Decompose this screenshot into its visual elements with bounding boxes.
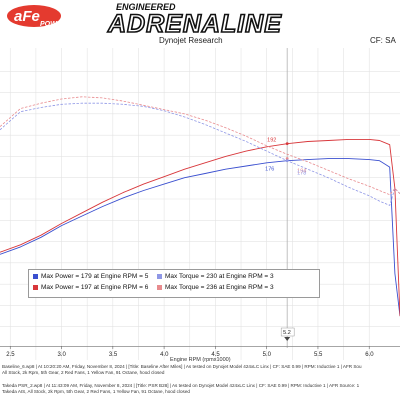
brand-title: ADRENALINE (107, 10, 282, 38)
chart-grid (0, 48, 400, 360)
cursor-pointer-icon (284, 337, 291, 341)
cursor-label-box (280, 327, 295, 337)
x-tick-label: 6.0 (365, 352, 374, 358)
legend-item-tuned-power: Max Power = 197 at Engine RPM = 6 (33, 284, 148, 291)
x-tick-label: 5.0 (263, 352, 272, 358)
legend-item-baseline-power: Max Power = 179 at Engine RPM = 5 (33, 273, 148, 280)
x-axis-label: Engine RPM (rpmx1000) (170, 357, 231, 363)
annotation-marker (285, 157, 289, 160)
series-layer (0, 96, 400, 317)
run-info-line: All Stock, 2k Rpm, 5th Gear, 2 Red Fans,… (2, 370, 165, 375)
x-tick-label: 4.0 (160, 352, 169, 358)
legend-item-baseline-torque: Max Torque = 230 at Engine RPM = 3 (157, 273, 274, 280)
legend-swatch (157, 285, 162, 290)
x-axis: 2.5 3.0 3.5 4.0 4.5 5.0 5.5 6.0 (0, 346, 400, 358)
logo-text: aFe (14, 8, 40, 25)
x-tick-label: 5.5 (314, 352, 323, 358)
legend-label: Max Power = 197 at Engine RPM = 6 (41, 284, 149, 291)
chart-legend: Max Power = 179 at Engine RPM = 5 Max To… (28, 269, 320, 298)
annotation-marker (285, 142, 289, 146)
run-info-panel: Baseline_6.wp8 | At 10:20:20 AM, Friday,… (0, 362, 400, 400)
annotation-label: 178 (297, 171, 306, 177)
annotation-label: 176 (265, 167, 274, 173)
legend-label: Max Power = 179 at Engine RPM = 5 (41, 273, 149, 280)
legend-label: Max Torque = 230 at Engine RPM = 3 (165, 273, 274, 280)
cursor-value-label: 5.2 (280, 327, 295, 341)
annotation-marker (285, 159, 289, 163)
x-tick-label: 2.5 (6, 352, 15, 358)
x-tick-label: 3.0 (58, 352, 67, 358)
logo-sub: POWER (40, 21, 66, 28)
series-line-baseline-power (0, 158, 400, 317)
x-tick-label: 3.5 (109, 352, 118, 358)
brand-header: aFe POWER ENGINEERED ADRENALINE (7, 2, 282, 39)
legend-swatch (157, 274, 162, 279)
run-info-line: Baseline_6.wp8 | At 10:20:20 AM, Friday,… (2, 364, 362, 369)
cursor-label-text: 5.2 (283, 330, 291, 336)
series-line-tuned-torque (0, 96, 400, 196)
afe-logo: aFe POWER (7, 5, 66, 28)
annotation-label: 192 (267, 138, 276, 144)
series-line-baseline-torque (0, 102, 400, 206)
series-line-tuned-power (0, 138, 400, 317)
correction-factor-label: CF: SA (370, 36, 396, 45)
legend-label: Max Torque = 236 at Engine RPM = 3 (165, 284, 274, 291)
legend-swatch (33, 274, 38, 279)
run-info-line: Takeda AIS, All Stock, 2k Rpm, 5th Gear,… (2, 389, 190, 394)
x-tick-label: 4.5 (211, 352, 220, 358)
run-info-line: Takeda PSR_2.wp8 | At 11:43:09 AM, Frida… (2, 383, 360, 388)
annotation-label: 194 (297, 169, 306, 175)
legend-swatch (33, 285, 38, 290)
brand-small-text: ENGINEERED (116, 2, 176, 12)
chart-subtitle: Dynojet Research (159, 36, 223, 45)
legend-item-tuned-torque: Max Torque = 236 at Engine RPM = 3 (157, 284, 274, 291)
